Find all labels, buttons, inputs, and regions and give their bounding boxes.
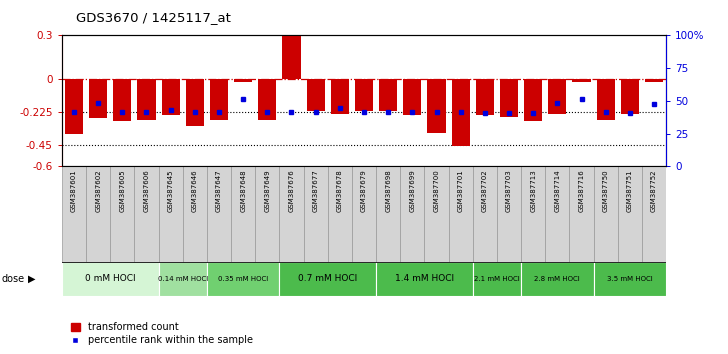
Bar (379, 79, 397, 111)
Text: GSM387677: GSM387677 (312, 169, 319, 212)
Bar (621, 79, 639, 114)
Bar (207, 166, 231, 262)
Text: GSM387602: GSM387602 (95, 169, 101, 212)
Text: 3.5 mM HOCl: 3.5 mM HOCl (607, 276, 653, 282)
Text: GSM387605: GSM387605 (119, 169, 125, 212)
Bar (231, 166, 256, 262)
Bar (304, 166, 328, 262)
Legend: transformed count, percentile rank within the sample: transformed count, percentile rank withi… (67, 319, 257, 349)
Bar (256, 166, 280, 262)
Bar (258, 79, 277, 120)
Text: GSM387703: GSM387703 (506, 169, 512, 212)
Bar (280, 262, 376, 296)
Bar (593, 166, 618, 262)
Bar (448, 166, 472, 262)
Bar (86, 166, 110, 262)
Bar (472, 262, 521, 296)
Text: ▶: ▶ (28, 274, 35, 284)
Bar (597, 79, 614, 120)
Bar (207, 262, 280, 296)
Bar (138, 79, 156, 120)
Text: GSM387701: GSM387701 (458, 169, 464, 212)
Text: 0.7 mM HOCl: 0.7 mM HOCl (298, 274, 357, 283)
Text: GSM387714: GSM387714 (554, 169, 561, 212)
Bar (476, 79, 494, 115)
Text: GSM387679: GSM387679 (361, 169, 367, 212)
Bar (645, 79, 663, 82)
Text: GSM387645: GSM387645 (167, 169, 174, 212)
Bar (355, 79, 373, 111)
Text: GSM387676: GSM387676 (288, 169, 295, 212)
Text: GSM387678: GSM387678 (337, 169, 343, 212)
Bar (545, 166, 569, 262)
Bar (89, 79, 107, 118)
Text: GSM387606: GSM387606 (143, 169, 149, 212)
Text: GSM387700: GSM387700 (433, 169, 440, 212)
Bar (280, 166, 304, 262)
Text: GSM387648: GSM387648 (240, 169, 246, 212)
Bar (500, 79, 518, 117)
Text: GSM387649: GSM387649 (264, 169, 270, 212)
Bar (62, 166, 86, 262)
Bar (159, 262, 207, 296)
Bar (376, 166, 400, 262)
Bar (234, 79, 252, 82)
Bar (65, 79, 83, 135)
Bar (593, 262, 666, 296)
Bar (618, 166, 642, 262)
Text: 0.35 mM HOCl: 0.35 mM HOCl (218, 276, 269, 282)
Bar (376, 262, 472, 296)
Bar (110, 166, 135, 262)
Text: GSM387716: GSM387716 (579, 169, 585, 212)
Bar (114, 79, 131, 121)
Text: GSM387750: GSM387750 (603, 169, 609, 212)
Bar (548, 79, 566, 114)
Bar (521, 262, 593, 296)
Text: GSM387698: GSM387698 (385, 169, 391, 212)
Bar (569, 166, 593, 262)
Text: GSM387699: GSM387699 (409, 169, 416, 212)
Text: 0 mM HOCl: 0 mM HOCl (85, 274, 135, 283)
Bar (328, 166, 352, 262)
Bar (424, 166, 448, 262)
Bar (210, 79, 228, 120)
Bar (331, 79, 349, 114)
Text: GSM387646: GSM387646 (191, 169, 198, 212)
Bar (521, 166, 545, 262)
Bar (403, 79, 422, 115)
Bar (62, 262, 159, 296)
Bar (642, 166, 666, 262)
Text: GSM387713: GSM387713 (530, 169, 537, 212)
Bar (427, 79, 446, 133)
Bar (183, 166, 207, 262)
Text: 2.8 mM HOCl: 2.8 mM HOCl (534, 276, 580, 282)
Bar (400, 166, 424, 262)
Text: dose: dose (1, 274, 25, 284)
Bar (352, 166, 376, 262)
Bar (572, 79, 590, 82)
Bar (497, 166, 521, 262)
Text: GSM387647: GSM387647 (216, 169, 222, 212)
Bar (186, 79, 204, 126)
Bar (524, 79, 542, 121)
Text: GSM387702: GSM387702 (482, 169, 488, 212)
Bar (162, 79, 180, 115)
Text: GSM387752: GSM387752 (651, 169, 657, 212)
Text: GDS3670 / 1425117_at: GDS3670 / 1425117_at (76, 11, 232, 24)
Bar (282, 35, 301, 79)
Bar (135, 166, 159, 262)
Bar (159, 166, 183, 262)
Text: 2.1 mM HOCl: 2.1 mM HOCl (474, 276, 520, 282)
Bar (451, 79, 470, 146)
Text: 0.14 mM HOCl: 0.14 mM HOCl (157, 276, 208, 282)
Bar (306, 79, 325, 111)
Bar (472, 166, 497, 262)
Text: GSM387751: GSM387751 (627, 169, 633, 212)
Text: 1.4 mM HOCl: 1.4 mM HOCl (395, 274, 454, 283)
Text: GSM387601: GSM387601 (71, 169, 77, 212)
